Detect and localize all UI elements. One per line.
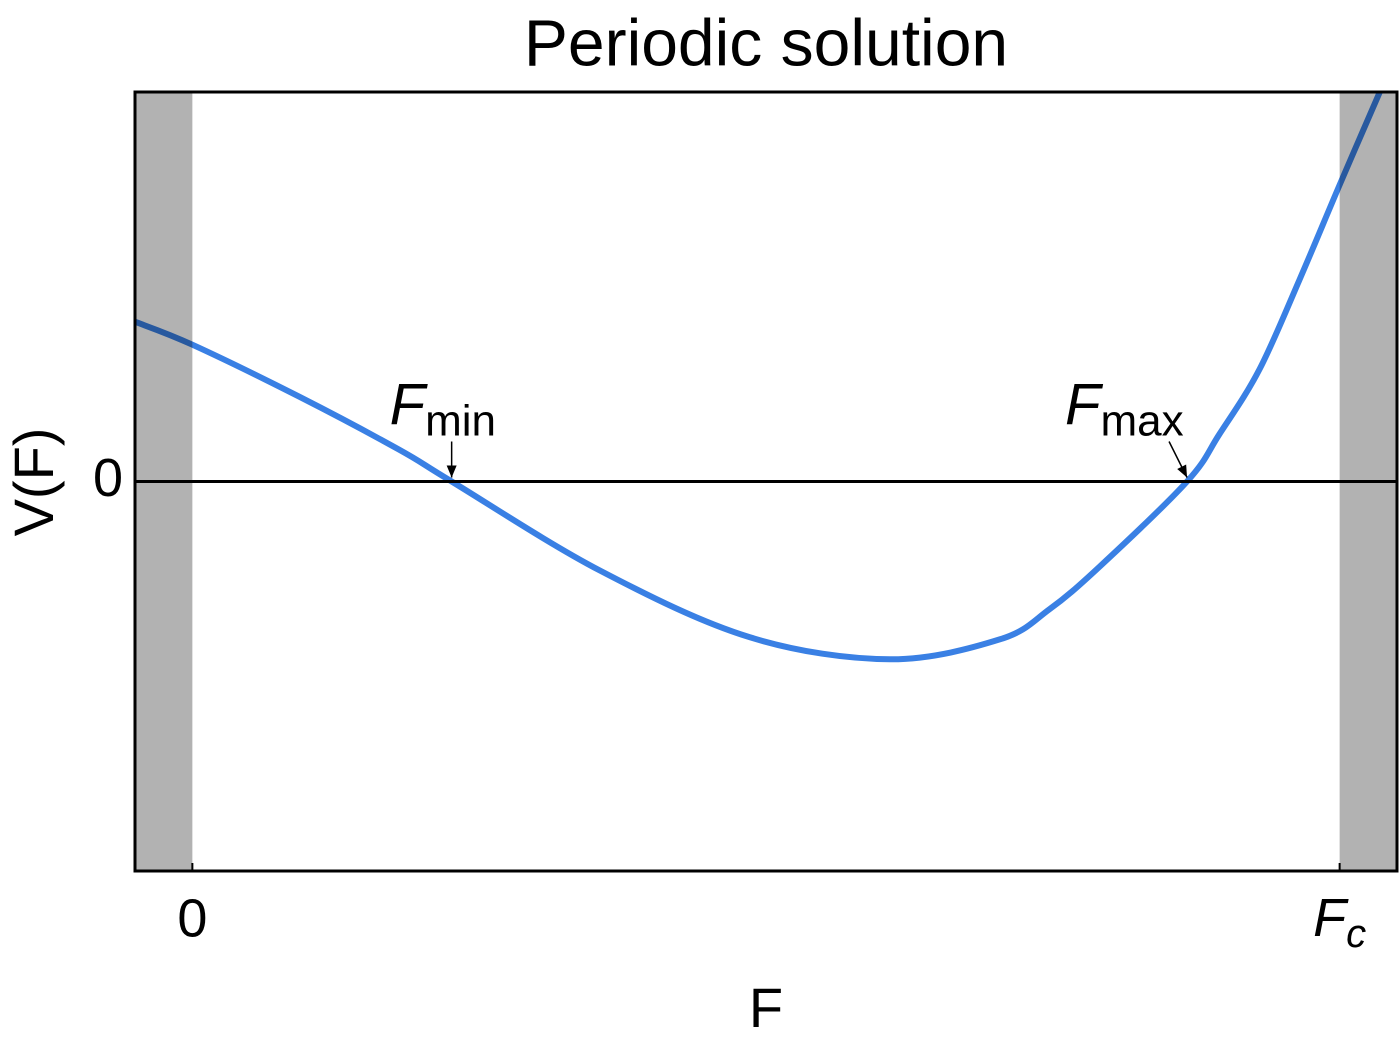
x-tick-label-subscript: c bbox=[1346, 912, 1366, 956]
annotation-subscript: min bbox=[425, 396, 496, 445]
annotation-subscript: max bbox=[1100, 396, 1183, 445]
annotation-main: F bbox=[390, 373, 429, 438]
y-axis-label: V(F) bbox=[2, 428, 65, 537]
curve bbox=[135, 92, 1383, 663]
plot-frame bbox=[133, 90, 1399, 873]
x-tick-label: Fc bbox=[1313, 888, 1366, 955]
x-tick-label-main: F bbox=[1313, 888, 1349, 948]
chart-title: Periodic solution bbox=[524, 5, 1008, 79]
annotation-main: F bbox=[1065, 373, 1104, 438]
arrow-head bbox=[1177, 464, 1188, 478]
arrow-head bbox=[446, 465, 457, 478]
x-tick-label: 0 bbox=[177, 888, 207, 948]
x-axis-label: F bbox=[749, 976, 783, 1039]
annotation-label: Fmin bbox=[390, 373, 496, 445]
annotation-label: Fmax bbox=[1065, 373, 1184, 445]
y-tick-label: 0 bbox=[93, 448, 123, 508]
